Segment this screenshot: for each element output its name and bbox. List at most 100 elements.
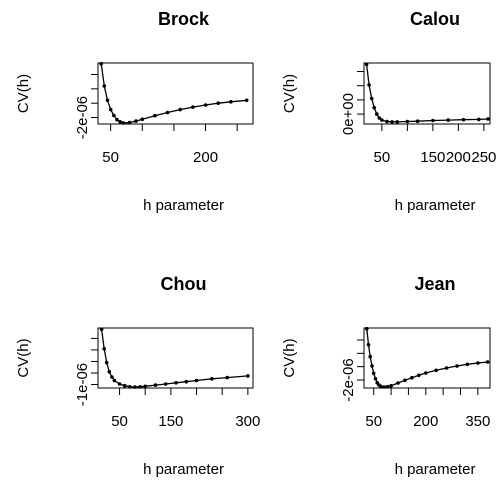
data-point [476,361,480,365]
data-point [465,362,470,367]
data-point [216,101,220,105]
data-point [143,384,147,389]
data-point [372,105,377,110]
data-point [405,119,410,124]
data-point [127,120,132,125]
data-point [165,110,170,115]
data-point [395,120,400,124]
data-point [133,385,137,389]
data-point [134,119,138,123]
data-point [128,385,132,389]
data-point [485,360,490,364]
data-point [117,382,122,386]
x-tick-label: 150 [420,149,445,166]
data-point [194,378,199,383]
data-point [431,118,435,123]
data-point [112,113,116,118]
data-point [364,62,369,67]
x-tick-label: 250 [471,149,496,166]
x-tick-label: 50 [111,413,128,430]
data-point [102,84,107,88]
y-axis-label: CV(h) [15,338,32,377]
data-point [153,383,158,387]
y-axis-label: CV(h) [15,74,32,113]
data-point [110,375,114,379]
data-point [375,112,379,116]
data-point [191,105,195,109]
x-tick-label: 200 [413,413,438,430]
data-point [382,385,386,389]
x-tick-label: 50 [374,149,391,166]
data-point [370,364,374,368]
data-point [121,121,126,125]
x-tick-label: 350 [465,413,490,430]
x-axis-label: h parameter [143,461,224,478]
plot-frame [97,62,254,125]
data-point [477,117,481,122]
data-point [385,384,390,389]
data-point [365,326,369,331]
panel-title: Chou [161,274,207,294]
cv-curve [366,328,488,388]
data-point [378,384,383,389]
data-point [163,382,168,386]
data-point [104,360,109,365]
data-point [424,371,428,375]
data-point [184,379,189,384]
x-axis-label: h parameter [395,197,476,214]
plot-frame [97,327,254,389]
data-point [417,373,421,378]
data-point [225,375,230,380]
panel-1: Calou h parameter CV(h) 0e+00 50 150 200 250 [281,9,496,214]
plot-frame [363,62,491,125]
data-point [174,381,178,385]
data-point [105,98,110,103]
data-point [369,96,374,101]
data-point [461,117,466,122]
data-point [99,61,103,66]
panel-title: Jean [414,274,455,294]
y-axis-label: CV(h) [281,338,298,377]
data-point [410,375,414,380]
x-tick-label: 50 [102,149,119,166]
data-point [246,374,250,378]
data-point [138,385,142,389]
data-point [366,342,371,347]
data-point [396,381,400,385]
data-point [385,119,389,124]
panel-3: Jean h parameter CV(h) -2e-06 50 200 350 [281,274,491,478]
data-point [99,327,104,332]
data-point [444,366,449,370]
data-point [115,117,119,122]
panel-title: Brock [158,9,210,29]
data-point [367,83,371,87]
data-point [122,383,127,388]
y-tick-label: -1e-06 [74,363,91,406]
x-tick-label: 200 [193,149,218,166]
x-tick-label: 50 [365,413,382,430]
y-axis-label: CV(h) [281,74,298,113]
data-point [210,377,214,381]
data-point [178,107,182,112]
data-point [389,383,393,388]
data-point [390,120,394,124]
x-axis-label: h parameter [143,197,224,214]
data-point [108,107,113,112]
data-point [446,118,451,122]
data-point [102,347,106,351]
data-point [153,113,157,118]
data-point [434,368,439,373]
data-point [107,370,112,374]
x-axis-label: h parameter [395,461,476,478]
data-point [377,116,382,120]
y-tick-label: 0e+00 [340,93,357,135]
data-point [415,119,420,123]
x-tick-label: 300 [235,413,260,430]
data-point [403,378,407,383]
data-point [244,98,249,103]
data-point [368,354,373,359]
data-point [140,117,145,122]
cv-curve [100,63,247,124]
panel-title: Calou [410,9,460,29]
